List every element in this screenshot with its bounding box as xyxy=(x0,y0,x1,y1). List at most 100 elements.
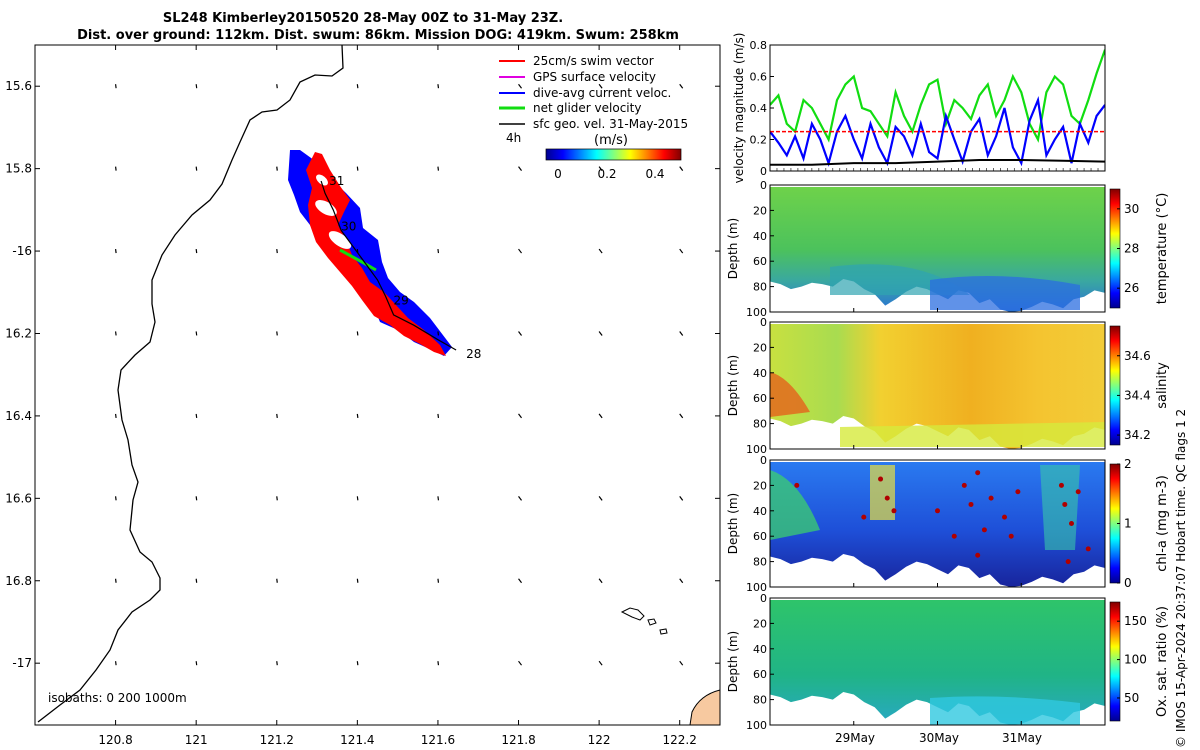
legend-label-geo: sfc geo. vel. 31-May-2015 xyxy=(533,117,688,131)
geo-arrow xyxy=(598,166,603,171)
geo-arrow xyxy=(598,495,603,501)
section-ytick-label: 0 xyxy=(760,179,767,192)
colorbar-title: (m/s) xyxy=(594,133,628,148)
chl-sample-point xyxy=(1085,546,1091,552)
geo-arrow xyxy=(598,413,603,419)
chl-sample-point xyxy=(975,470,981,476)
section-panel-sal: 0 20 40 60 80 100 Depth (m) 34.2 34.4 34.6 salinit… xyxy=(726,316,1170,456)
section-fill-sal xyxy=(770,324,1105,449)
chl-sample-point xyxy=(884,495,890,501)
section-ytick-label: 20 xyxy=(753,341,767,354)
day-labels: 31 30 29 28 xyxy=(329,174,481,361)
section-colorbar-tick-label: 100 xyxy=(1124,653,1147,667)
geo-arrow xyxy=(679,166,684,171)
geo-arrow xyxy=(356,661,359,666)
geo-arrow xyxy=(276,496,278,501)
map-legend: 25cm/s swim vector GPS surface velocity … xyxy=(499,54,688,181)
temp-cold-region xyxy=(930,276,1080,310)
day-label-31: 31 xyxy=(329,174,344,188)
geo-arrow xyxy=(679,331,684,336)
geo-arrow xyxy=(518,166,523,171)
geo-arrow xyxy=(679,660,684,666)
section-colorbar-label-temp: temperature (°C) xyxy=(1155,193,1170,305)
geo-arrow xyxy=(195,166,198,171)
chl-sample-point xyxy=(1015,489,1021,495)
geo-arrow xyxy=(276,166,278,171)
geo-arrow xyxy=(195,661,198,666)
geo-arrow xyxy=(114,84,117,89)
section-ylabel: Depth (m) xyxy=(726,218,740,279)
time-axis: 29May 30May 31May xyxy=(835,731,1042,745)
chl-sample-point xyxy=(861,514,867,520)
geo-arrow xyxy=(276,413,278,418)
geo-arrow xyxy=(679,413,684,419)
section-panel-temp: 0 20 40 60 80 100 Depth (m) 26 28 30 temperature (… xyxy=(726,179,1170,319)
geo-arrow xyxy=(195,496,198,501)
velocity-series-geo xyxy=(770,159,1105,166)
chl-sample-point xyxy=(1058,482,1064,488)
map-colorbar xyxy=(545,148,682,161)
geo-arrow xyxy=(598,248,603,254)
map-ytick-label: 16.6 xyxy=(5,491,32,505)
section-fill-ox xyxy=(770,600,1105,725)
geo-arrow xyxy=(276,84,278,89)
chl-high-region xyxy=(870,465,895,520)
geo-arrow xyxy=(679,83,684,89)
title-line-1: SL248 Kimberley20150520 28-May 00Z to 31… xyxy=(163,11,563,26)
geo-arrow xyxy=(518,331,523,336)
section-ytick-label: 0 xyxy=(760,592,767,605)
geo-arrow xyxy=(356,84,359,89)
section-colorbar-tick-label: 28 xyxy=(1124,242,1139,256)
map-colorbar-tick: 0 xyxy=(554,167,562,181)
section-ytick-label: 40 xyxy=(753,367,767,380)
geo-arrow xyxy=(114,331,117,336)
map-xtick-label: 121.4 xyxy=(340,733,374,747)
velocity-ytick-label: 0.8 xyxy=(750,39,768,52)
geo-arrow xyxy=(518,413,523,419)
section-ytick-label: 20 xyxy=(753,617,767,630)
section-ytick-label: 80 xyxy=(753,418,767,431)
map-ytick-label: 16.2 xyxy=(5,326,32,340)
geo-arrow xyxy=(114,578,117,583)
velocity-ytick-label: 0 xyxy=(760,165,767,178)
geo-arrow xyxy=(195,331,198,336)
section-ytick-label: 20 xyxy=(753,204,767,217)
section-ytick-label: 100 xyxy=(746,581,767,594)
map-ytick-label: 16.8 xyxy=(5,574,32,588)
map-xtick-label: 121.8 xyxy=(501,733,535,747)
geo-arrow xyxy=(437,578,440,583)
geo-arrow xyxy=(276,661,278,666)
geo-arrow xyxy=(356,413,359,418)
section-colorbar-tick-label: 2 xyxy=(1124,457,1132,471)
inset-time-label: 4h xyxy=(506,131,521,145)
time-label-29may: 29May xyxy=(835,731,875,745)
island-group xyxy=(620,607,668,635)
legend-label-net: net glider velocity xyxy=(533,101,641,115)
chl-sample-point xyxy=(935,508,940,514)
geo-arrow xyxy=(518,660,523,666)
section-colorbar-tick-label: 150 xyxy=(1124,614,1147,628)
geo-arrow xyxy=(598,331,603,336)
section-colorbar-tick-label: 34.4 xyxy=(1124,388,1151,402)
section-ytick-label: 20 xyxy=(753,479,767,492)
time-label-31may: 31May xyxy=(1002,731,1042,745)
velocity-panel: 0 0.2 0.4 0.6 0.8 velocity magnitude (m/s) xyxy=(732,33,1106,183)
section-colorbar-tick-label: 0 xyxy=(1124,576,1132,590)
section-colorbar-ox xyxy=(1109,601,1121,722)
velocity-ticks: 0 0.2 0.4 0.6 0.8 xyxy=(750,39,1106,178)
chl-sample-point xyxy=(1075,489,1081,495)
geo-arrow xyxy=(356,578,359,583)
track-loop xyxy=(316,174,328,186)
chl-sample-point xyxy=(961,482,967,488)
map-xtick-label: 121 xyxy=(185,733,208,747)
geo-arrow xyxy=(195,248,198,254)
map-xtick-label: 122 xyxy=(588,733,611,747)
track-loop xyxy=(328,231,352,249)
island xyxy=(620,607,645,621)
chl-sample-point xyxy=(794,482,800,488)
section-ytick-label: 80 xyxy=(753,694,767,707)
geo-arrow xyxy=(195,578,198,583)
chl-sample-point xyxy=(951,533,957,539)
geo-arrow xyxy=(518,578,523,584)
